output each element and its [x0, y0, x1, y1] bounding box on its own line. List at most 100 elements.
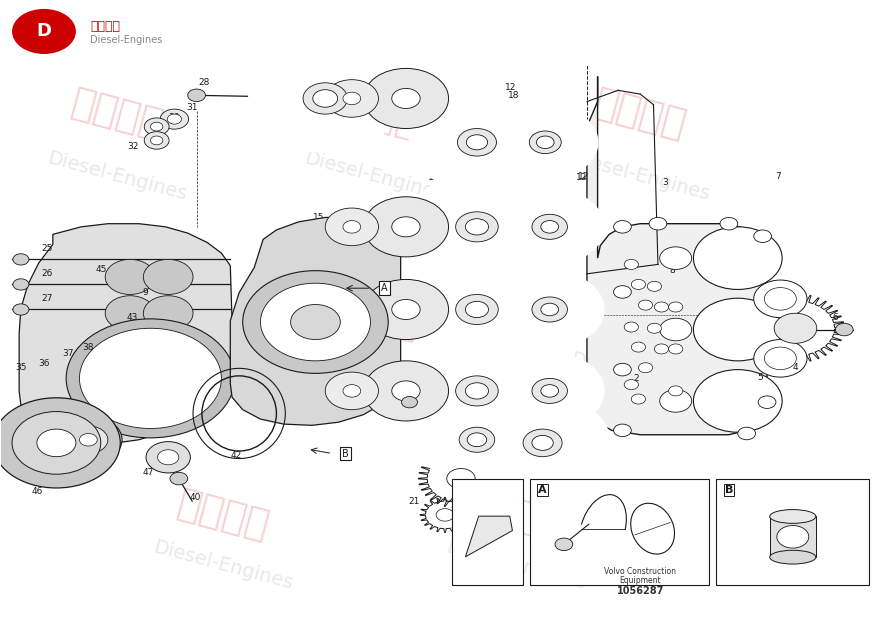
Circle shape	[502, 439, 513, 447]
Text: 11: 11	[578, 285, 590, 294]
Circle shape	[261, 283, 370, 361]
Text: 37: 37	[62, 349, 74, 358]
Circle shape	[511, 387, 522, 394]
Ellipse shape	[770, 509, 816, 523]
Circle shape	[290, 74, 303, 82]
Circle shape	[12, 9, 76, 54]
Circle shape	[354, 319, 360, 324]
Circle shape	[325, 291, 378, 328]
Text: 51: 51	[647, 487, 659, 496]
Text: 28: 28	[198, 78, 209, 87]
Text: Volvo Construction: Volvo Construction	[604, 567, 676, 576]
Circle shape	[0, 398, 120, 488]
Circle shape	[490, 117, 500, 125]
Circle shape	[613, 286, 631, 298]
Circle shape	[325, 372, 378, 409]
Circle shape	[334, 381, 341, 386]
Circle shape	[414, 79, 425, 86]
Text: 31: 31	[186, 103, 198, 113]
Text: Diesel-Engines: Diesel-Engines	[44, 349, 189, 405]
Circle shape	[522, 399, 531, 406]
Circle shape	[489, 456, 498, 462]
Circle shape	[414, 403, 425, 411]
Circle shape	[343, 303, 360, 316]
Text: Diesel-Engines: Diesel-Engines	[302, 349, 446, 405]
Text: 17: 17	[428, 91, 440, 100]
Text: 15: 15	[313, 213, 325, 222]
Circle shape	[554, 369, 562, 375]
Circle shape	[414, 240, 425, 247]
Circle shape	[495, 188, 604, 265]
Text: 36: 36	[38, 359, 50, 368]
Text: 18: 18	[507, 91, 519, 100]
Circle shape	[13, 253, 28, 265]
Circle shape	[693, 298, 782, 361]
Text: A: A	[381, 283, 388, 293]
Circle shape	[248, 44, 402, 153]
Text: 6: 6	[832, 313, 838, 322]
Circle shape	[392, 89, 420, 108]
Circle shape	[549, 121, 558, 128]
Circle shape	[554, 204, 562, 211]
Circle shape	[325, 208, 378, 245]
Circle shape	[765, 347, 797, 370]
Text: 4: 4	[793, 363, 798, 372]
Circle shape	[574, 306, 583, 313]
Text: Diesel-Engines: Diesel-Engines	[44, 149, 189, 204]
Text: 43: 43	[127, 313, 138, 322]
Circle shape	[541, 385, 559, 397]
Circle shape	[374, 306, 384, 313]
Text: 15: 15	[313, 298, 325, 306]
Text: 紫发动力: 紫发动力	[174, 484, 273, 545]
Circle shape	[354, 84, 360, 89]
Text: 紫发动力: 紫发动力	[590, 284, 691, 345]
Circle shape	[303, 83, 347, 114]
Circle shape	[366, 96, 373, 101]
Circle shape	[465, 383, 489, 399]
Text: Diesel-Engines: Diesel-Engines	[568, 349, 712, 405]
Circle shape	[791, 335, 800, 342]
Text: 15: 15	[313, 379, 325, 388]
Text: 12: 12	[505, 83, 516, 92]
Circle shape	[441, 437, 449, 443]
Circle shape	[568, 139, 577, 145]
Circle shape	[668, 386, 683, 396]
Circle shape	[348, 74, 360, 82]
Text: 16: 16	[367, 213, 378, 222]
Bar	[530, 479, 709, 585]
Circle shape	[631, 394, 645, 404]
Circle shape	[765, 287, 797, 310]
Circle shape	[354, 295, 360, 300]
Circle shape	[491, 282, 502, 289]
Circle shape	[363, 279, 449, 340]
Circle shape	[374, 223, 384, 231]
Text: A: A	[538, 485, 547, 495]
Text: 13: 13	[428, 174, 440, 182]
Circle shape	[392, 381, 420, 401]
Circle shape	[574, 387, 583, 394]
Circle shape	[79, 328, 222, 428]
Circle shape	[668, 302, 683, 312]
Circle shape	[456, 294, 498, 325]
Circle shape	[474, 394, 611, 491]
Text: 44: 44	[113, 405, 124, 414]
Circle shape	[541, 221, 559, 233]
Circle shape	[414, 207, 425, 214]
Circle shape	[188, 89, 206, 102]
Polygon shape	[587, 77, 767, 435]
Circle shape	[325, 80, 378, 117]
Circle shape	[491, 364, 502, 370]
Circle shape	[457, 128, 497, 156]
Text: 1056287: 1056287	[617, 586, 664, 596]
Circle shape	[387, 322, 398, 330]
Polygon shape	[231, 218, 400, 425]
Circle shape	[66, 319, 235, 438]
Circle shape	[532, 379, 568, 403]
Circle shape	[143, 259, 193, 294]
Circle shape	[105, 296, 155, 331]
Circle shape	[638, 363, 652, 373]
Ellipse shape	[770, 550, 816, 564]
Circle shape	[409, 94, 546, 191]
Circle shape	[452, 330, 463, 337]
Circle shape	[754, 340, 807, 377]
